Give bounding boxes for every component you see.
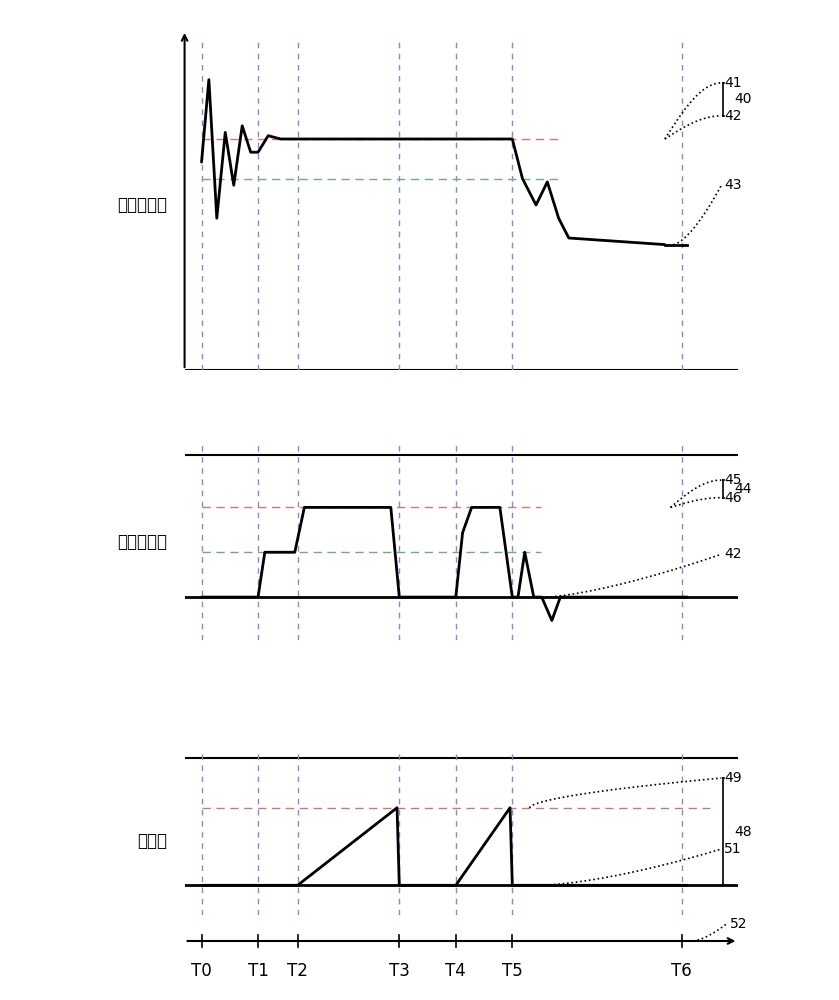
Text: 定时器: 定时器 (138, 832, 168, 850)
Text: 52: 52 (730, 916, 748, 930)
Text: T1: T1 (248, 962, 268, 980)
Text: 42: 42 (724, 547, 742, 561)
Text: T5: T5 (502, 962, 523, 980)
Text: T6: T6 (671, 962, 692, 980)
Text: 45: 45 (724, 473, 742, 487)
Text: 51: 51 (724, 842, 742, 856)
Text: T3: T3 (388, 962, 409, 980)
Text: 49: 49 (724, 771, 742, 785)
Text: 变化的电压: 变化的电压 (117, 196, 168, 214)
Text: 48: 48 (734, 825, 752, 839)
Text: 40: 40 (734, 92, 752, 106)
Text: 变化的电流: 变化的电流 (117, 534, 168, 552)
Text: T4: T4 (446, 962, 466, 980)
Text: T2: T2 (287, 962, 308, 980)
Text: T0: T0 (191, 962, 212, 980)
Text: 43: 43 (724, 178, 742, 192)
Text: 46: 46 (724, 491, 742, 505)
Text: 42: 42 (724, 109, 742, 123)
Text: 41: 41 (724, 76, 742, 90)
Text: 44: 44 (734, 482, 752, 496)
